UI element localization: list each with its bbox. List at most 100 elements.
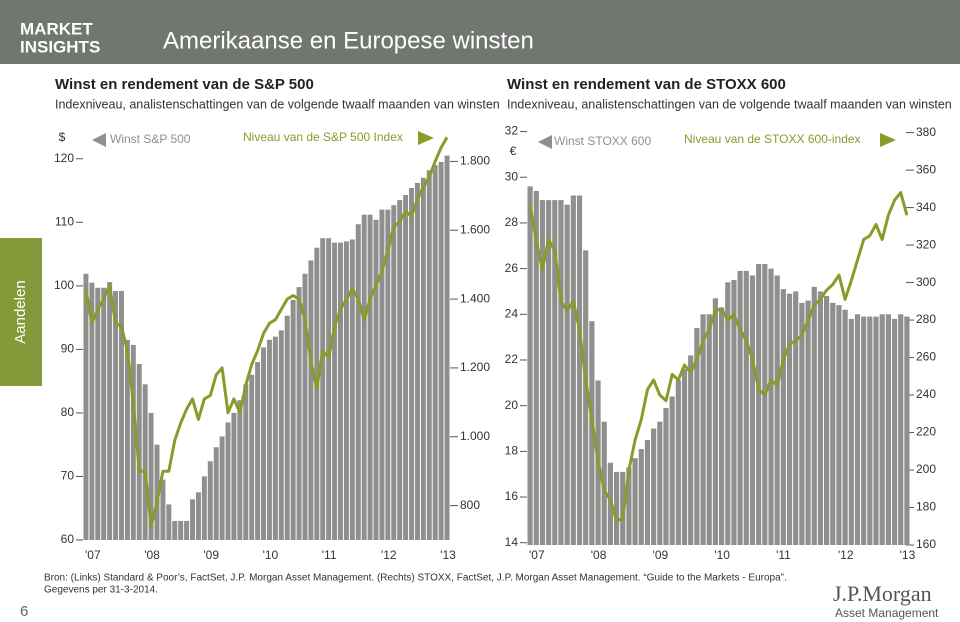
bar [213, 447, 219, 540]
bar [124, 339, 130, 540]
y-unit: € [510, 144, 517, 158]
y2-tick-label: 380 [916, 125, 936, 139]
bar [113, 290, 119, 540]
bar [651, 428, 657, 545]
x-tick-label: '13 [440, 548, 456, 562]
bar [379, 209, 385, 540]
y2-tick-label: 160 [916, 537, 936, 551]
bar [570, 195, 576, 545]
bar [552, 200, 558, 545]
bar [343, 241, 349, 540]
y2-tick-label: 1.800 [460, 154, 490, 168]
company-logo-sub: Asset Management [835, 606, 939, 620]
y2-tick-label: 180 [916, 500, 936, 514]
x-tick-label: '09 [203, 548, 219, 562]
bar [373, 219, 379, 540]
x-tick-label: '13 [900, 548, 916, 562]
y2-tick-label: 260 [916, 350, 936, 364]
y2-tick-label: 1.000 [460, 429, 490, 443]
bar [749, 275, 756, 545]
y2-tick-label: 280 [916, 312, 936, 326]
bar [830, 302, 836, 545]
bar [768, 268, 774, 545]
bar [848, 318, 854, 545]
y-tick-label: 90 [61, 342, 75, 356]
legend-arrow [418, 131, 434, 145]
y2-tick-label: 1.600 [460, 222, 490, 236]
bar [272, 336, 278, 540]
bar [314, 247, 320, 540]
y-tick-label: 20 [505, 398, 519, 412]
bar [558, 200, 564, 545]
bar [266, 339, 272, 540]
y-tick-label: 80 [61, 405, 75, 419]
side-tab [0, 238, 42, 386]
bar [681, 369, 688, 545]
bar [533, 190, 539, 545]
bar [160, 479, 166, 540]
bar [154, 444, 160, 540]
bar [367, 214, 373, 540]
x-tick-label: '11 [776, 548, 791, 562]
line-series [528, 191, 909, 523]
bar [391, 205, 397, 540]
y-tick-label: 110 [55, 214, 74, 228]
bar [644, 439, 651, 545]
bar [426, 170, 432, 540]
bar [184, 520, 190, 540]
bar [576, 195, 583, 545]
bar [731, 280, 737, 545]
bar [706, 314, 712, 545]
y-tick-label: 16 [505, 489, 519, 503]
logo-line: INSIGHTS [20, 37, 100, 56]
bar [414, 182, 420, 540]
bar [261, 347, 267, 540]
chart-title: Winst en rendement van de S&P 500 [55, 76, 314, 93]
bar [700, 314, 706, 545]
bar [638, 449, 644, 545]
bar [432, 165, 438, 540]
bar [178, 520, 184, 540]
bar [780, 289, 786, 545]
y2-tick-label: 200 [916, 462, 936, 476]
bar [873, 316, 879, 545]
bar [725, 282, 731, 545]
bar [799, 302, 805, 545]
chart-title: Winst en rendement van de STOXX 600 [507, 76, 786, 93]
y2-tick-label: 240 [916, 387, 936, 401]
bar [219, 436, 225, 540]
company-logo: J.P.Morgan [833, 581, 932, 606]
slide-title: Amerikaanse en Europese winsten [163, 27, 534, 54]
bar [237, 400, 243, 540]
bar [302, 273, 308, 540]
bar [613, 471, 620, 545]
x-tick-label: '07 [85, 548, 101, 562]
bar [718, 307, 725, 545]
legend-label: Niveau van de S&P 500 Index [243, 130, 403, 144]
bar [420, 177, 426, 541]
bar [904, 316, 910, 545]
page-number: 6 [20, 603, 28, 620]
bar [332, 242, 338, 540]
bar [403, 194, 409, 541]
bar [95, 287, 101, 540]
y2-tick-label: 340 [916, 200, 936, 214]
header-bar [0, 0, 960, 64]
bar [249, 374, 255, 540]
bar [148, 412, 154, 540]
bar [756, 264, 762, 545]
y-tick-label: 100 [54, 278, 74, 292]
bar [107, 282, 113, 540]
bar [626, 467, 632, 545]
y-tick-label: 14 [505, 535, 519, 549]
logo-line: MARKET [20, 19, 93, 38]
bar [290, 299, 296, 540]
bar [793, 291, 799, 545]
legend-label: Winst STOXX 600 [554, 134, 651, 148]
bar [589, 321, 595, 545]
bar [842, 309, 848, 545]
bar [546, 200, 552, 545]
bar [225, 422, 231, 540]
bar [172, 520, 178, 540]
